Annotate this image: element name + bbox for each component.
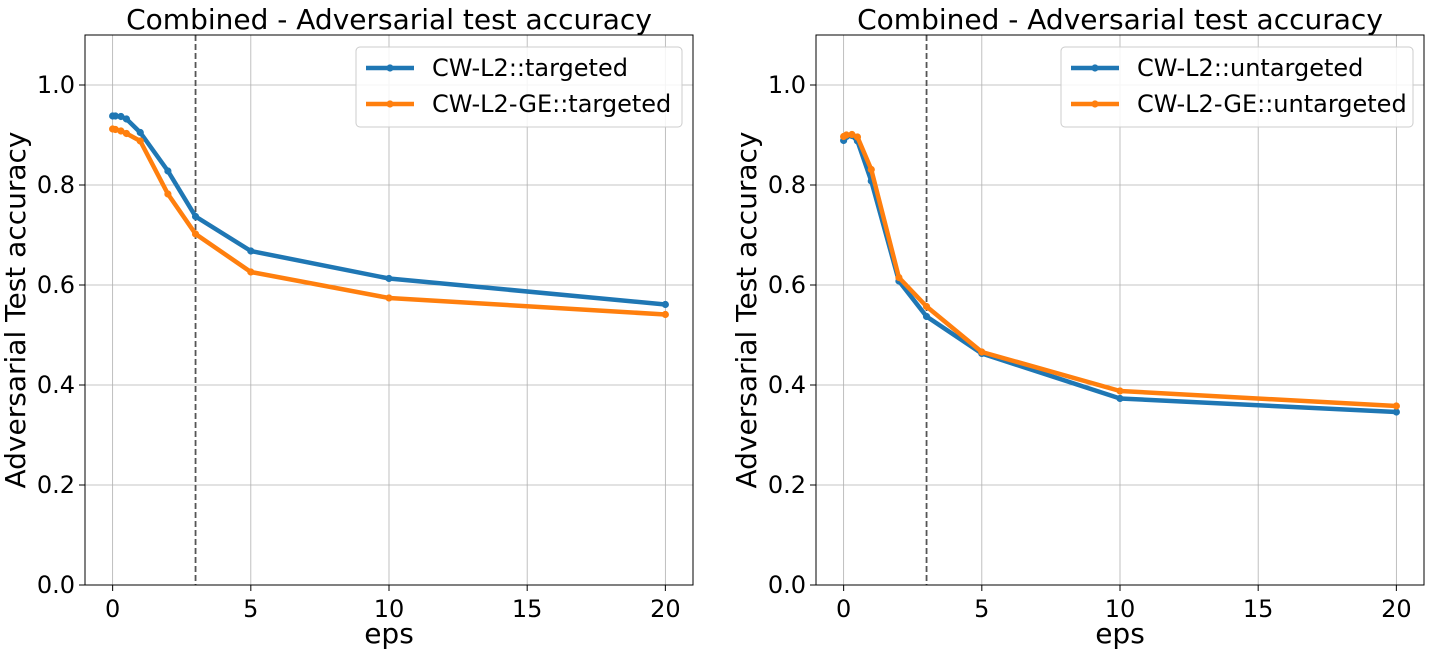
data-point [842,131,851,139]
x-axis-label: eps [1095,617,1145,650]
legend-label: CW-L2::untargeted [1137,54,1363,82]
y-tick-label: 1.0 [768,71,806,99]
x-tick-label: 0 [105,595,120,623]
legend-marker [386,100,394,108]
legend-item: CW-L2-GE::targeted [366,90,671,118]
legend-label: CW-L2::targeted [432,54,628,82]
x-tick-label: 5 [243,595,258,623]
y-tick-label: 0.6 [768,271,806,299]
y-tick-label: 0.0 [37,571,75,599]
legend-item: CW-L2::targeted [366,54,628,82]
x-tick-label: 5 [974,595,989,623]
data-point [191,212,200,221]
data-point [661,300,669,309]
right-chart: 0 5 10 15 20 0.0 0.2 0.4 0.6 0.8 1.0 Combined - Ad… [730,3,1425,650]
x-tick-label: 0 [836,595,851,623]
data-point [122,115,131,123]
data-point [385,294,393,302]
x-tick-label: 10 [1105,595,1136,623]
y-tick-label: 1.0 [37,71,75,99]
y-tick-label: 0.4 [37,371,75,399]
legend-marker [1091,100,1099,108]
x-axis-label: eps [364,617,414,650]
data-point [895,273,903,282]
legend-label: CW-L2-GE::targeted [432,90,671,118]
data-point [164,190,172,198]
legend-item: CW-L2-GE::untargeted [1071,90,1407,118]
legend-marker [386,64,394,72]
y-tick-label: 0.8 [768,171,806,199]
legend-label: CW-L2-GE::untargeted [1137,90,1407,118]
data-point [117,112,125,121]
data-point [247,268,255,276]
data-point [1116,394,1124,403]
y-tick-label: 0.8 [37,171,75,199]
y-tick-label: 0.6 [37,271,75,299]
legend-item: CW-L2::untargeted [1071,54,1363,82]
series-1 [840,130,1400,410]
chart-title: Combined - Adversarial test accuracy [126,3,652,36]
y-tick-label: 0.2 [37,471,75,499]
left-chart: 0 5 10 15 20 0.0 0.2 0.4 0.6 0.8 1.0 Combined - Ad… [0,3,694,650]
data-point [111,112,119,120]
x-tick-label: 15 [1243,595,1274,623]
legend-box [1060,46,1414,128]
y-tick-label: 0.4 [768,371,806,399]
series-0 [109,112,669,309]
data-point [867,165,875,174]
chart-title: Combined - Adversarial test accuracy [857,3,1383,36]
data-point [117,127,125,135]
data-point [853,133,862,141]
y-tick-label: 0.0 [768,571,806,599]
data-point [1392,408,1400,416]
data-point [978,348,986,356]
legend-marker [1091,64,1099,72]
data-point [111,125,119,134]
y-axis-label: Adversarial Test accuracy [0,132,32,489]
y-tick-label: 0.2 [768,471,806,499]
series-1 [109,125,669,319]
data-point [385,274,393,283]
data-point [661,310,669,319]
data-point [247,247,255,255]
data-point [848,130,856,139]
data-point [1392,402,1400,410]
legend-box [355,46,683,128]
data-point [136,128,144,137]
y-axis-label: Adversarial Test accuracy [730,132,763,489]
data-point [122,129,131,138]
data-point [1116,387,1124,395]
x-tick-label: 20 [650,595,681,623]
data-point [922,312,931,321]
data-point [191,230,200,238]
x-tick-label: 10 [374,595,405,623]
data-point [922,302,931,311]
data-point [136,137,144,145]
x-tick-label: 15 [512,595,543,623]
data-point [164,167,172,175]
x-tick-label: 20 [1381,595,1412,623]
